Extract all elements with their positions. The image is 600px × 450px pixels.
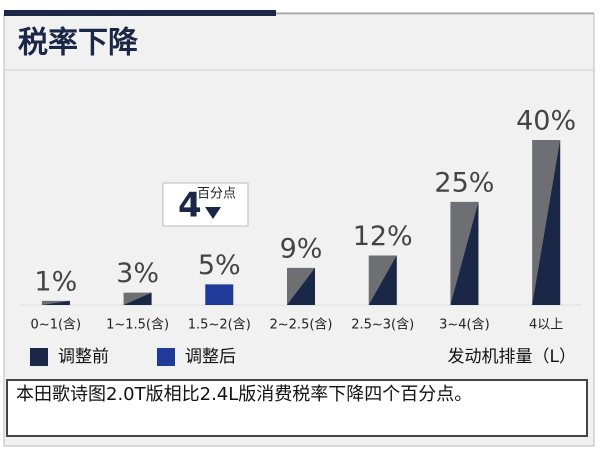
annotation: 4 百分点 [162,182,249,227]
annotation-box [162,182,249,227]
value-label: 9% [280,233,323,264]
legend-swatch [157,348,175,366]
legend-swatch [30,348,48,366]
x-tick-label: 2~2.5(含) [270,317,333,333]
x-axis-label: 发动机排量（L） [448,347,576,367]
value-label: 12% [353,221,413,252]
x-tick-label: 1~1.5(含) [106,317,169,333]
annotation-unit: 百分点 [197,187,236,202]
bar [205,284,234,305]
legend-label: 调整前 [58,347,109,367]
value-label: 3% [116,258,159,289]
bar-shade [287,267,315,305]
bar-shade [532,140,561,305]
bar-shade [450,201,479,305]
panel [3,13,595,447]
x-tick-label: 3~4(含) [439,317,490,333]
chart-title: 税率下降 [18,26,139,61]
bar-shade [368,255,397,305]
caption: 本田歌诗图2.0T版相比2.4L版消费税率下降四个百分点。 [6,379,588,437]
bar-shade [41,300,70,305]
annotation-arrow [205,207,221,219]
value-label: 25% [434,167,494,198]
value-label: 1% [34,266,77,297]
legend-label: 调整后 [185,347,236,367]
x-tick-label: 1.5~2(含) [188,317,251,333]
bar-shade [123,292,152,305]
title-bar [4,10,276,16]
value-label: 5% [198,250,241,281]
x-tick-label: 2.5~3(含) [351,317,414,333]
x-tick-label: 0~1(含) [31,317,82,333]
value-label: 40% [516,106,576,137]
annotation-value: 4 [178,186,202,226]
x-tick-label: 4以上 [529,318,563,333]
